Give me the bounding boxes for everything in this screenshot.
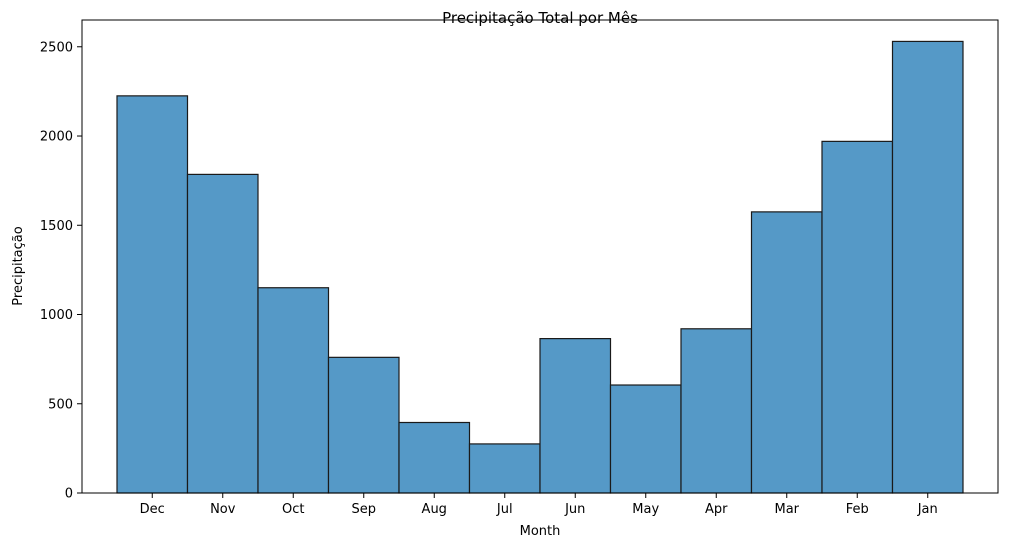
x-tick-label: Nov [210,502,236,517]
x-tick-label: Apr [705,502,728,517]
bar-sep [327,356,400,494]
x-tick-label: Aug [422,502,447,517]
x-axis-ticks: Dec Nov Oct Sep Aug Jul Jun May Apr Mar Feb Jan [140,493,938,517]
bars-group [116,40,964,494]
chart-title: Precipitação Total por Mês [442,9,638,27]
x-tick-label: Jan [917,502,938,517]
bar-jun [539,338,612,494]
bar-jul [468,443,541,494]
bar-feb [821,140,894,494]
y-tick-label: 500 [48,397,73,412]
bar-mar [750,211,823,494]
x-axis-label: Month [520,524,561,539]
y-tick-label: 1000 [40,308,73,323]
bar-may [609,384,682,494]
x-tick-label: Sep [351,502,376,517]
y-tick-label: 2000 [40,130,73,145]
x-tick-label: Dec [140,502,165,517]
plot-frame [81,19,999,494]
bar-jan [891,40,964,494]
x-tick-label: Jun [564,502,585,517]
bar-dec [116,95,189,494]
bar-oct [257,287,330,494]
bar-apr [680,328,753,494]
y-tick-label: 0 [65,487,73,502]
x-tick-label: May [632,502,659,517]
y-axis-ticks: 0 500 1000 1500 2000 2500 [40,40,82,502]
y-tick-label: 1500 [40,219,73,234]
x-tick-label: Feb [846,502,869,517]
x-tick-label: Oct [282,502,304,517]
bar-aug [398,421,471,494]
x-tick-label: Mar [774,502,799,517]
bar-nov [186,173,259,494]
y-tick-label: 2500 [40,40,73,55]
y-axis-label: Precipitação [11,226,26,305]
x-tick-label: Jul [496,502,513,517]
